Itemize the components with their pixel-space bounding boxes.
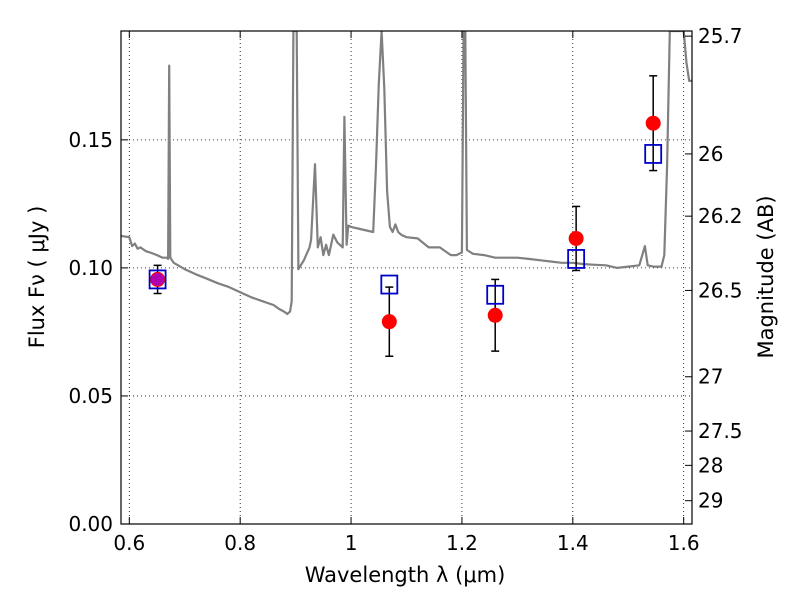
spectrum-layer — [121, 31, 692, 316]
y2-tick-label: 29 — [698, 489, 723, 513]
model-point — [148, 269, 167, 290]
y2-tick-label: 26.5 — [698, 278, 743, 302]
x-tick-label: 0.6 — [113, 531, 145, 555]
y-tick-label: 0.05 — [68, 384, 113, 408]
spectrum-line — [121, 31, 692, 316]
model-point — [380, 274, 399, 295]
x-tick-label: 0.8 — [224, 531, 256, 555]
y-tick-label: 0.10 — [68, 256, 113, 280]
y-tick-label: 0.15 — [68, 128, 113, 152]
observed-point — [381, 314, 397, 330]
y2-tick-label: 28 — [698, 453, 723, 477]
y2-tick-label: 27 — [698, 365, 723, 389]
observed-point — [645, 115, 661, 131]
y-tick-label: 0.00 — [68, 512, 113, 536]
x-tick-label: 1.2 — [446, 531, 478, 555]
plot-frame — [120, 30, 693, 525]
model-point — [486, 284, 505, 305]
x-tick-label: 1.6 — [668, 531, 700, 555]
x-axis-label: Wavelength λ (μm) — [305, 563, 506, 587]
plot-area — [121, 31, 692, 524]
observed-point — [487, 307, 503, 323]
y2-tick-label: 26.2 — [698, 204, 743, 228]
observed-point — [568, 230, 584, 246]
blended-point — [151, 272, 165, 286]
x-tick-label: 1.4 — [557, 531, 589, 555]
model-point — [567, 249, 586, 269]
y2-tick-label: 27.5 — [698, 419, 743, 443]
y2-axis-label: Magnitude (AB) — [754, 195, 778, 358]
model-point — [644, 144, 663, 164]
y2-tick-label: 26 — [698, 142, 723, 166]
y2-tick-label: 25.7 — [698, 24, 743, 48]
y-axis-label: Flux Fν ( μJy ) — [25, 206, 49, 349]
tick-layer: 0.6 0.8 1 1.2 1.4 1.6 0.00 0.05 0.10 0.15 25.7 26 26… — [68, 24, 742, 555]
x-tick-label: 1 — [345, 531, 358, 555]
marker-layer — [148, 75, 663, 358]
